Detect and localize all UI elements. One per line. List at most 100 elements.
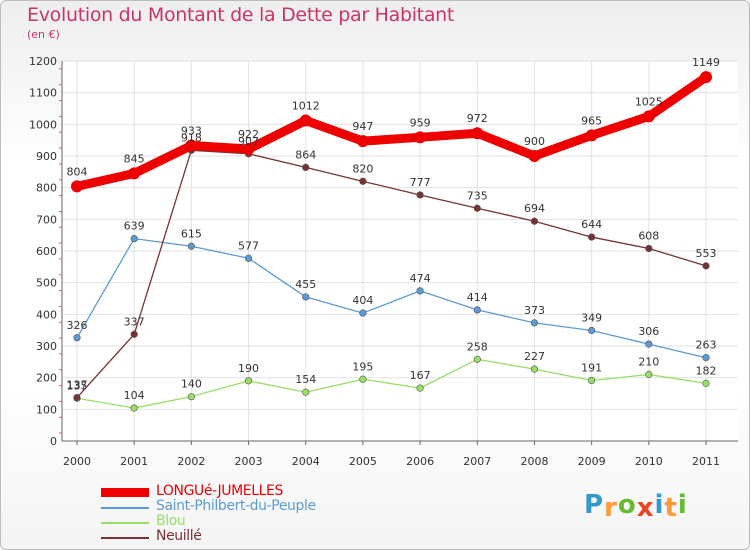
data-point (473, 355, 481, 363)
series-line (76, 237, 707, 359)
data-label: 845 (124, 152, 145, 165)
y-tick-label: 100 (36, 403, 57, 416)
data-label: 735 (467, 189, 488, 202)
y-tick-label: 0 (50, 435, 57, 448)
y-tick-label: 800 (36, 182, 57, 195)
data-label: 455 (295, 278, 316, 291)
data-point (244, 254, 253, 262)
data-label: 907 (238, 135, 259, 148)
data-label: 104 (124, 389, 145, 402)
data-label: 182 (696, 364, 717, 377)
chart-subtitle: (en €) (27, 28, 60, 41)
data-label: 900 (524, 135, 545, 148)
data-point (187, 393, 195, 401)
data-point (185, 139, 198, 152)
data-point (130, 330, 138, 338)
data-point (302, 388, 310, 396)
data-label: 373 (524, 304, 545, 317)
x-tick-label: 2007 (463, 455, 491, 468)
data-label: 137 (67, 379, 88, 392)
data-point (585, 129, 598, 142)
logo-letter: P (584, 490, 605, 520)
data-point (130, 404, 138, 412)
legend-label: Blou (156, 513, 186, 529)
data-point (530, 217, 539, 225)
data-label: 918 (181, 131, 202, 144)
data-label: 644 (581, 218, 602, 231)
data-label: 414 (467, 291, 488, 304)
data-label: 820 (352, 162, 373, 175)
y-tick-label: 500 (36, 277, 57, 290)
data-label: 615 (181, 227, 202, 240)
data-point (588, 376, 596, 385)
data-label: 804 (67, 165, 88, 178)
data-point (359, 177, 367, 185)
data-point (416, 191, 424, 199)
legend-label: LONGUé-JUMELLES (156, 483, 283, 499)
data-label: 154 (295, 373, 316, 386)
y-tick-label: 1000 (29, 118, 57, 131)
data-label: 947 (352, 120, 373, 133)
logo-letter: i (654, 490, 665, 520)
data-label: 777 (410, 176, 431, 189)
data-point (130, 235, 138, 243)
data-point (128, 167, 141, 180)
legend-swatch (101, 522, 149, 524)
x-tick-label: 2002 (177, 455, 205, 468)
logo-letter: t (664, 493, 678, 523)
data-point (414, 131, 427, 144)
data-label: 349 (581, 311, 602, 324)
data-label: 474 (410, 272, 431, 285)
y-tick-label: 1100 (29, 87, 57, 100)
x-tick-label: 2000 (63, 455, 91, 468)
data-point (588, 326, 596, 335)
logo-letter: r (604, 493, 618, 523)
data-label: 263 (696, 339, 717, 352)
logo-letter: i (677, 490, 688, 520)
data-label: 1025 (635, 95, 663, 108)
data-point (471, 127, 484, 140)
y-tick-label: 600 (36, 245, 57, 258)
data-label: 972 (467, 112, 488, 125)
data-label: 167 (410, 369, 431, 382)
data-point (642, 110, 655, 123)
data-label: 140 (181, 378, 202, 391)
data-point (242, 143, 255, 156)
data-point (302, 293, 310, 301)
data-label: 933 (181, 125, 202, 138)
data-label: 404 (352, 294, 373, 307)
data-point (71, 180, 83, 193)
data-point (473, 204, 481, 212)
data-label: 190 (238, 362, 259, 375)
legend-label: Saint-Philbert-du-Peuple (156, 498, 316, 514)
data-label: 694 (524, 202, 545, 215)
data-label: 965 (581, 114, 602, 127)
legend-swatch (101, 537, 149, 539)
data-label: 191 (581, 362, 602, 375)
x-tick-label: 2008 (520, 455, 548, 468)
series-line (76, 358, 707, 409)
x-tick-label: 2003 (235, 455, 263, 468)
data-point (73, 394, 81, 402)
data-label: 577 (238, 239, 259, 252)
data-label: 959 (410, 116, 431, 129)
data-label: 258 (467, 340, 488, 353)
data-label: 227 (524, 350, 545, 363)
y-tick-label: 300 (36, 340, 57, 353)
series-line (76, 149, 707, 399)
data-label: 306 (638, 325, 659, 338)
logo-letter: o (617, 490, 637, 520)
data-point (530, 319, 539, 327)
data-point (645, 370, 653, 379)
legend-label: Neuillé (156, 528, 202, 544)
y-tick-label: 900 (36, 150, 57, 163)
data-point (244, 377, 253, 385)
data-point (416, 384, 424, 392)
y-tick-label: 400 (36, 308, 57, 321)
data-point (702, 354, 710, 362)
data-point (73, 334, 81, 342)
data-label: 639 (124, 220, 145, 233)
y-tick-label: 1200 (29, 55, 57, 68)
data-point (187, 242, 195, 250)
